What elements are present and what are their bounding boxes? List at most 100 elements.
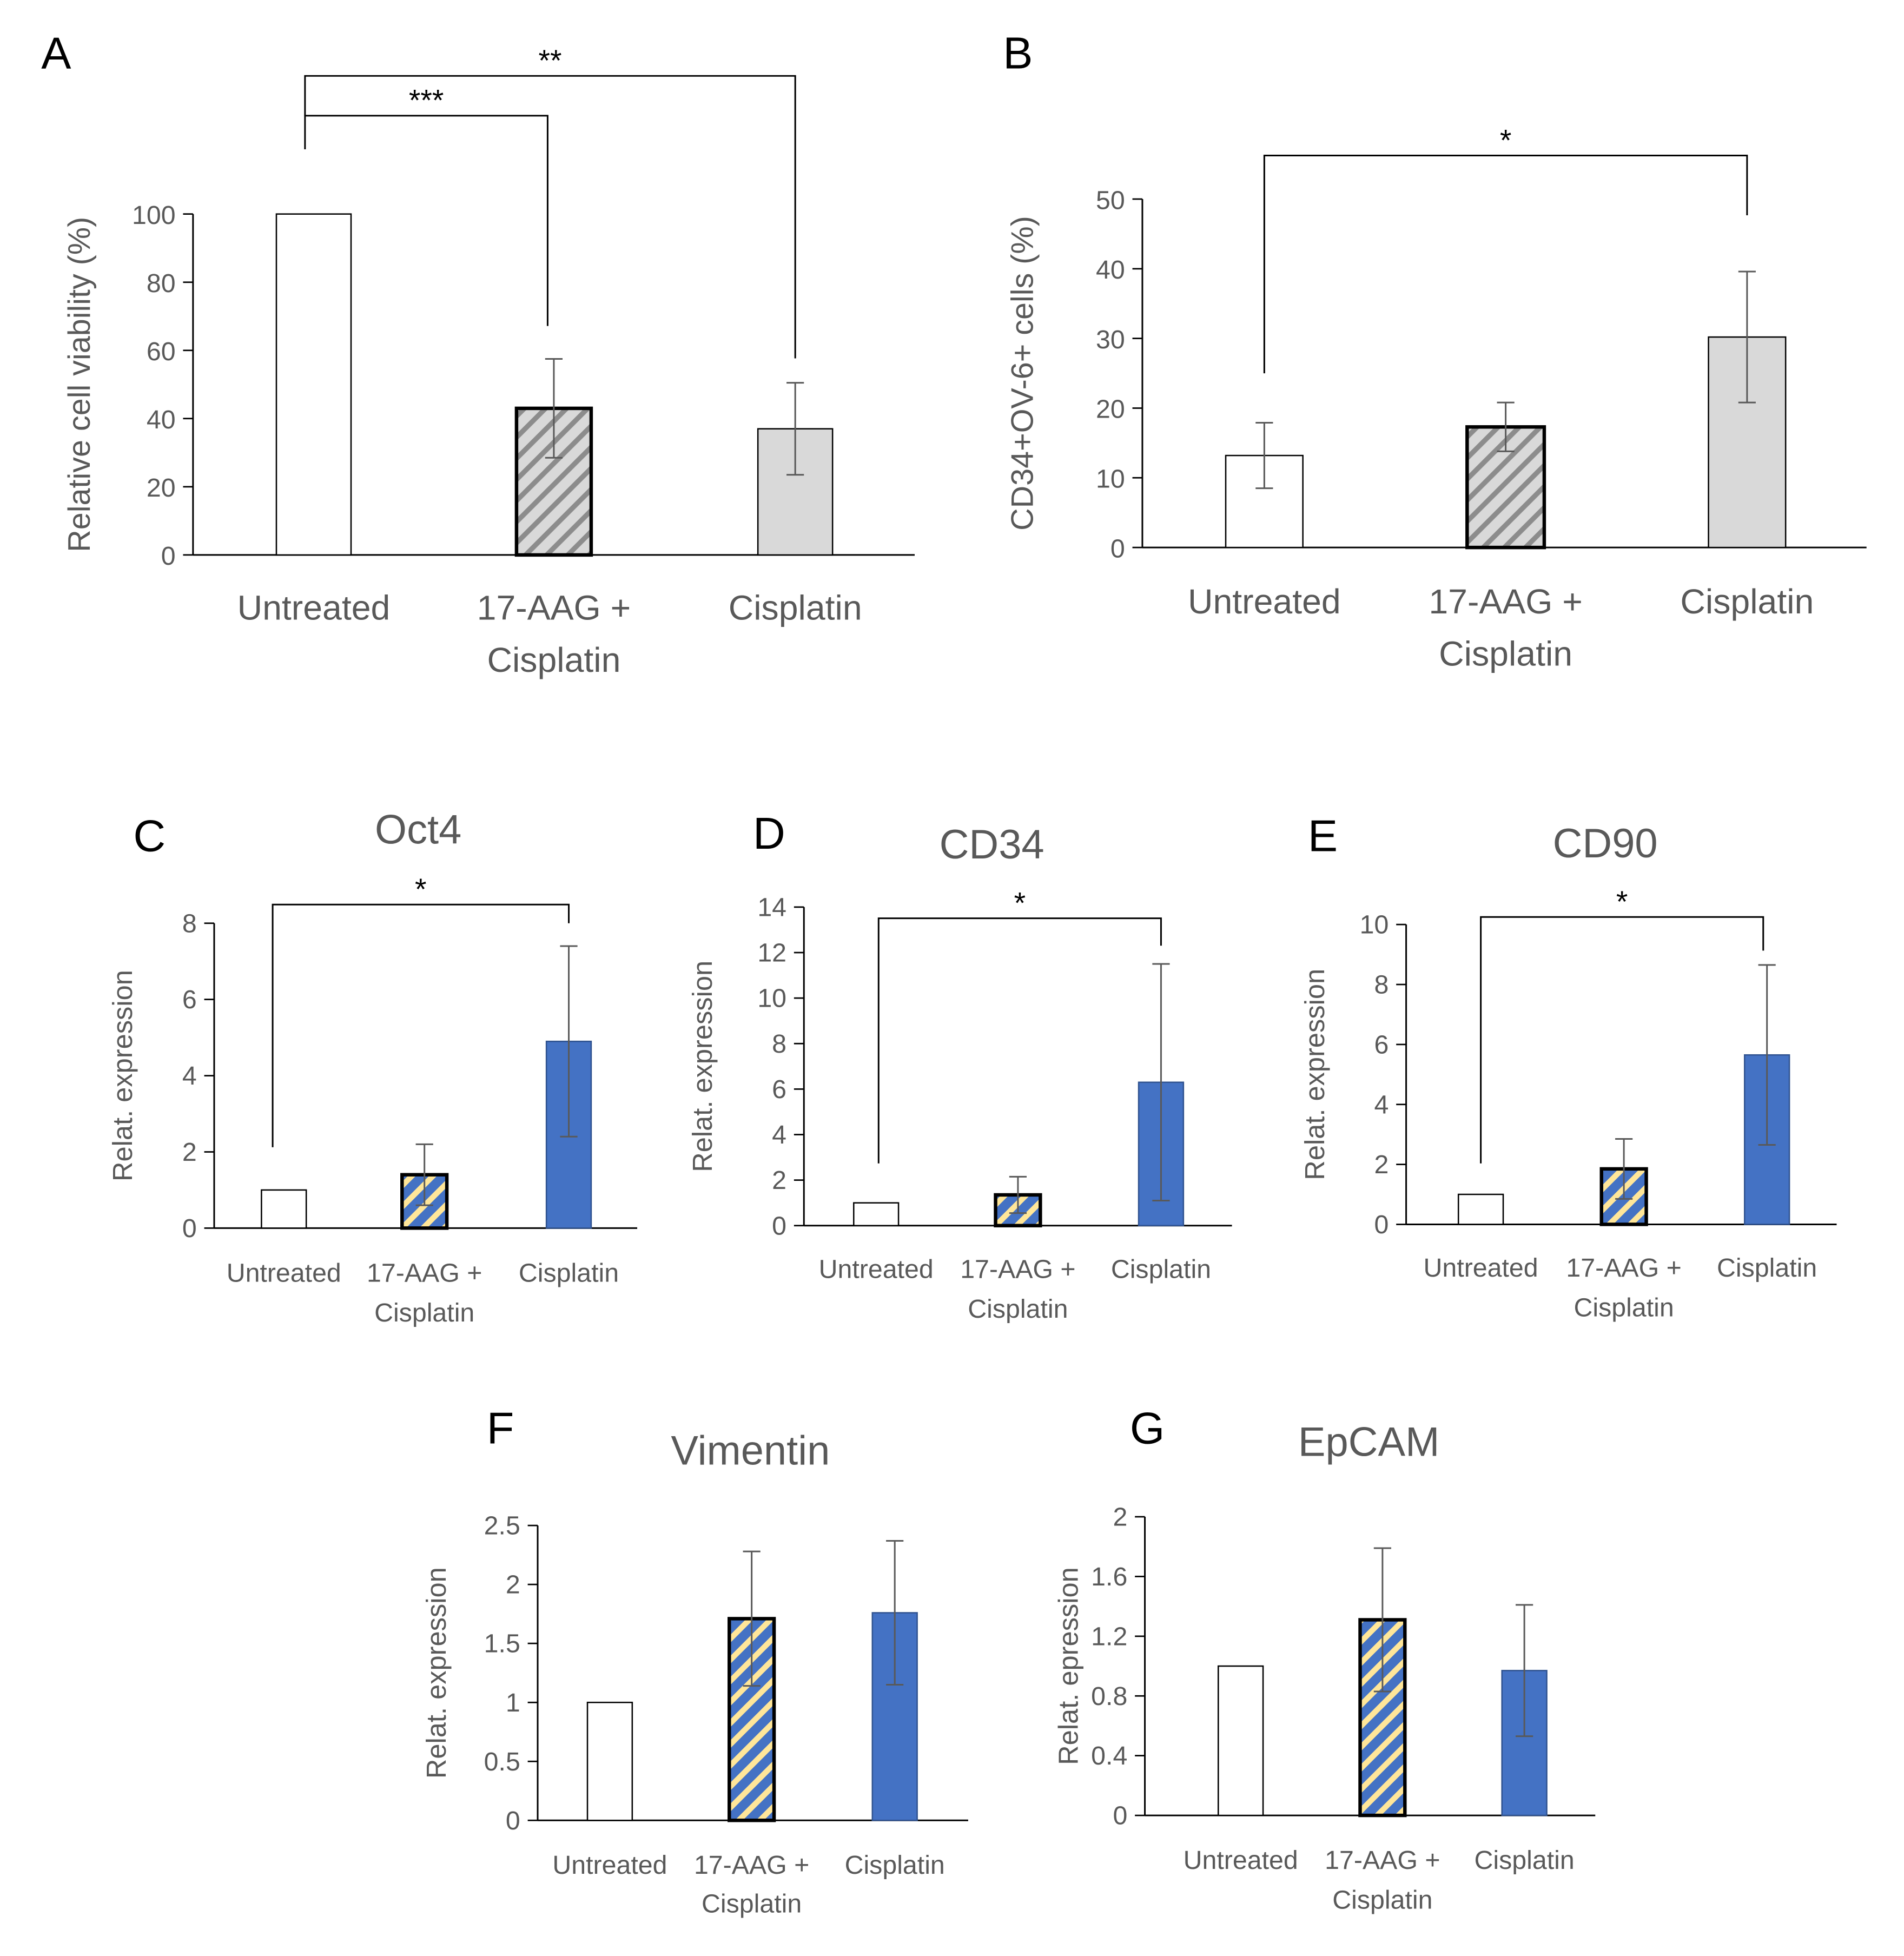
x-category-label: Cisplatin	[487, 640, 620, 679]
significance-bracket: *	[1263, 123, 1748, 374]
y-tick-label: 0	[1374, 1210, 1389, 1239]
x-category-label: Cisplatin	[1717, 1253, 1817, 1283]
x-category-label: 17-AAG +	[477, 589, 631, 627]
y-tick-label: 6	[1374, 1030, 1389, 1059]
y-tick-label: 10	[757, 984, 786, 1013]
bar-untreated	[275, 213, 352, 556]
bar-untreated	[1217, 1665, 1264, 1816]
error-bar	[1497, 401, 1515, 452]
x-category-label: Untreated	[237, 589, 391, 627]
y-tick-label: 4	[182, 1061, 197, 1091]
significance-bracket: *	[272, 873, 570, 1147]
significance-bracket: **	[304, 44, 796, 359]
x-category-label: 17-AAG +	[1566, 1253, 1681, 1283]
error-bar	[786, 382, 804, 476]
panel-letter: C	[133, 810, 166, 861]
y-tick-label: 0	[161, 541, 176, 571]
significance-bracket: *	[1480, 885, 1764, 1164]
y-tick-label: 1.6	[1091, 1562, 1127, 1591]
y-tick-label: 40	[1096, 255, 1125, 285]
error-bar	[1373, 1547, 1391, 1693]
y-tick-label: 2	[182, 1138, 197, 1167]
significance-label: *	[1616, 885, 1628, 918]
error-bar	[415, 1143, 433, 1206]
y-tick-label: 20	[1096, 395, 1125, 424]
x-category-label: Cisplatin	[702, 1889, 802, 1918]
x-category-label: Cisplatin	[729, 589, 862, 627]
x-category-label: Cisplatin	[1475, 1846, 1575, 1875]
x-category-label: Cisplatin	[1439, 635, 1572, 673]
y-axis-label: Relat. expression	[421, 1567, 452, 1779]
y-tick-label: 2	[1374, 1150, 1389, 1179]
x-category-label: Cisplatin	[1332, 1886, 1432, 1915]
y-tick-label: 6	[772, 1075, 786, 1104]
y-tick-label: 10	[1096, 465, 1125, 494]
y-tick-label: 2	[506, 1570, 520, 1600]
significance-label: **	[539, 44, 562, 77]
y-tick-label: 80	[147, 269, 176, 298]
significance-label: *	[415, 873, 426, 906]
y-tick-label: 0.8	[1091, 1682, 1127, 1711]
bar-untreated	[586, 1701, 633, 1821]
y-tick-label: 100	[132, 201, 176, 230]
y-axis-label: Relat. epression	[1053, 1567, 1083, 1765]
bar-untreated	[261, 1189, 307, 1229]
y-tick-label: 4	[1374, 1090, 1389, 1119]
y-tick-label: 8	[772, 1029, 786, 1059]
y-tick-label: 30	[1096, 325, 1125, 354]
y-tick-label: 0	[1110, 534, 1125, 563]
panel-g: G EpCAM Relat. epression 0 0.4 0.8 1.2 1.6 2 Untr…	[1053, 1403, 1596, 1915]
y-tick-label: 1.5	[484, 1629, 520, 1658]
panel-letter: B	[1003, 28, 1033, 78]
x-category-label: 17-AAG +	[367, 1258, 482, 1287]
panel-a: A Relative cell viability (%) 0 20 40 60 80 100…	[41, 28, 915, 679]
x-category-label: Cisplatin	[845, 1851, 945, 1880]
x-category-label: Untreated	[227, 1258, 341, 1287]
error-bar	[1738, 270, 1756, 404]
x-category-label: Cisplatin	[1111, 1254, 1211, 1284]
error-bar	[1009, 1175, 1027, 1214]
error-bar	[1255, 422, 1273, 490]
y-axis-label: Relat. expression	[107, 970, 138, 1181]
panel-letter: D	[753, 808, 785, 858]
y-tick-label: 40	[147, 405, 176, 434]
y-tick-label: 0	[1113, 1801, 1127, 1831]
y-tick-label: 0.5	[484, 1747, 520, 1776]
x-category-label: Cisplatin	[968, 1294, 1068, 1324]
error-bar	[743, 1550, 761, 1687]
bar-untreated	[1457, 1193, 1504, 1225]
significance-label: *	[1014, 886, 1026, 920]
chart-title: CD90	[1553, 821, 1658, 867]
panel-f: F Vimentin Relat. expression 0 0.5 1 1.5 2 2.5 Un…	[421, 1403, 968, 1918]
panel-e: E CD90 Relat. expression 0 2 4 6 8 10 Untreated 17…	[1299, 810, 1837, 1323]
y-tick-label: 10	[1360, 910, 1389, 940]
y-axis-label: Relative cell viability (%)	[62, 217, 97, 552]
x-category-label: 17-AAG +	[694, 1851, 809, 1880]
y-tick-label: 8	[182, 909, 197, 938]
panel-letter: A	[41, 28, 71, 78]
x-category-label: Cisplatin	[374, 1298, 474, 1327]
error-bar	[886, 1539, 904, 1686]
y-tick-label: 50	[1096, 186, 1125, 215]
significance-bracket: *	[877, 886, 1162, 1164]
y-tick-label: 20	[147, 473, 176, 503]
y-tick-label: 2.5	[484, 1511, 520, 1541]
x-category-label: 17-AAG +	[1429, 582, 1583, 621]
y-tick-label: 1	[506, 1688, 520, 1717]
y-tick-label: 12	[757, 939, 786, 968]
y-tick-label: 6	[182, 985, 197, 1014]
y-tick-label: 0	[506, 1806, 520, 1835]
y-axis-label: Relat. expression	[687, 961, 718, 1172]
error-bar	[1516, 1604, 1533, 1737]
panel-d: D CD34 Relat. expression 0 2 4 6 8 10 12 14 Untreat…	[687, 808, 1232, 1324]
significance-bracket: ***	[304, 84, 548, 326]
x-category-label: Cisplatin	[519, 1258, 619, 1287]
panel-letter: E	[1308, 810, 1338, 861]
panel-c: C Oct4 Relat. expression 0 2 4 6 8 Untreated 17-A…	[107, 807, 638, 1327]
y-tick-label: 2	[1113, 1503, 1127, 1532]
error-bar	[545, 358, 563, 459]
x-category-label: Untreated	[1188, 582, 1341, 621]
panel-letter: G	[1130, 1403, 1165, 1453]
x-category-label: Untreated	[1424, 1253, 1538, 1283]
